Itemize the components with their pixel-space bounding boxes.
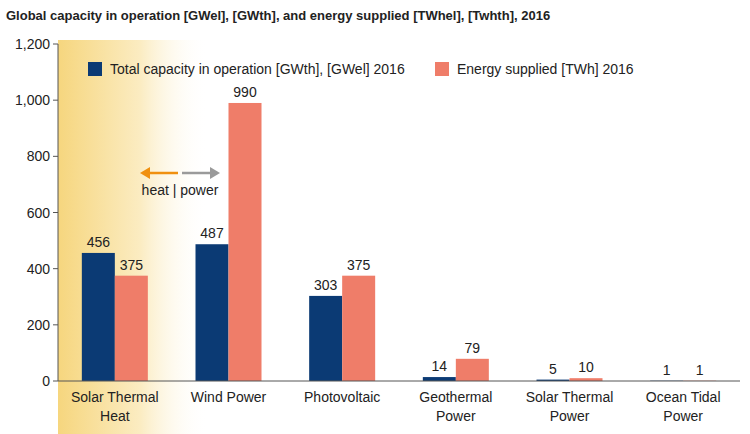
y-tick-label: 0 <box>42 373 50 389</box>
bar <box>456 359 489 381</box>
y-tick-label: 600 <box>27 205 51 221</box>
x-tick-label-line: Geothermal <box>419 389 492 405</box>
bars <box>82 103 716 381</box>
data-label: 456 <box>87 234 111 250</box>
y-tick-label: 1,000 <box>15 92 50 108</box>
data-label: 10 <box>578 359 594 375</box>
data-label: 990 <box>233 84 257 100</box>
data-label: 79 <box>465 340 481 356</box>
x-tick-label-line: Heat <box>100 408 130 424</box>
y-axis <box>58 44 59 381</box>
y-tick <box>53 381 58 382</box>
x-tick-label-line: Power <box>663 408 703 424</box>
y-tick-label: 800 <box>27 148 51 164</box>
bar <box>115 276 148 381</box>
x-tick-label: Ocean Tidal Power <box>646 389 721 424</box>
x-tick-label: Geothermal Power <box>419 389 492 424</box>
annotation-arrow-heat <box>146 172 178 175</box>
legend-label: Total capacity in operation [GWth], [GWe… <box>110 61 405 77</box>
bar <box>309 296 342 381</box>
data-label: 487 <box>200 225 224 241</box>
legend-label: Energy supplied [TWh] 2016 <box>457 61 634 77</box>
data-label: 5 <box>549 361 557 377</box>
legend-swatch <box>88 62 102 76</box>
bar <box>196 244 229 381</box>
x-tick-label-line: Solar Thermal <box>71 389 159 405</box>
x-tick-label: Solar Thermal Heat <box>71 389 159 424</box>
y-tick <box>53 156 58 157</box>
y-tick <box>53 324 58 325</box>
bar <box>82 253 115 381</box>
y-tick <box>53 44 58 45</box>
y-tick <box>53 100 58 101</box>
data-label: 1 <box>663 362 671 378</box>
x-tick-label: Photovoltaic <box>304 389 380 405</box>
annotation-arrowhead-power <box>210 167 220 179</box>
x-tick-label-line: Wind Power <box>191 389 267 405</box>
annotation-arrow-power <box>182 172 214 175</box>
x-tick-label-line: Power <box>550 408 590 424</box>
data-label: 303 <box>314 277 338 293</box>
annotation: heat | power <box>142 182 219 198</box>
x-tick-label-line: Power <box>436 408 476 424</box>
x-tick-label-line: Ocean Tidal <box>646 389 721 405</box>
x-tick-label-line: Photovoltaic <box>304 389 380 405</box>
y-tick-label: 200 <box>27 317 51 333</box>
x-tick-label: Solar Thermal Power <box>526 389 614 424</box>
y-tick <box>53 268 58 269</box>
x-tick-label-line: Solar Thermal <box>526 389 614 405</box>
bar <box>342 276 375 381</box>
x-tick-label: Wind Power <box>191 389 267 405</box>
bar <box>423 377 456 381</box>
annotation-arrowhead-heat <box>140 167 150 179</box>
bar <box>229 103 262 381</box>
y-tick-label: 1,200 <box>15 36 50 52</box>
data-label: 1 <box>696 362 704 378</box>
y-tick-label: 400 <box>27 261 51 277</box>
title: Global capacity in operation [GWel], [GW… <box>6 8 550 23</box>
data-label: 375 <box>120 257 144 273</box>
x-axis <box>58 381 740 382</box>
data-label: 375 <box>347 257 371 273</box>
data-label: 14 <box>432 358 448 374</box>
y-tick <box>53 212 58 213</box>
legend-swatch <box>435 62 449 76</box>
chart: Global capacity in operation [GWel], [GW… <box>0 0 750 434</box>
heat-highlight <box>58 40 208 434</box>
